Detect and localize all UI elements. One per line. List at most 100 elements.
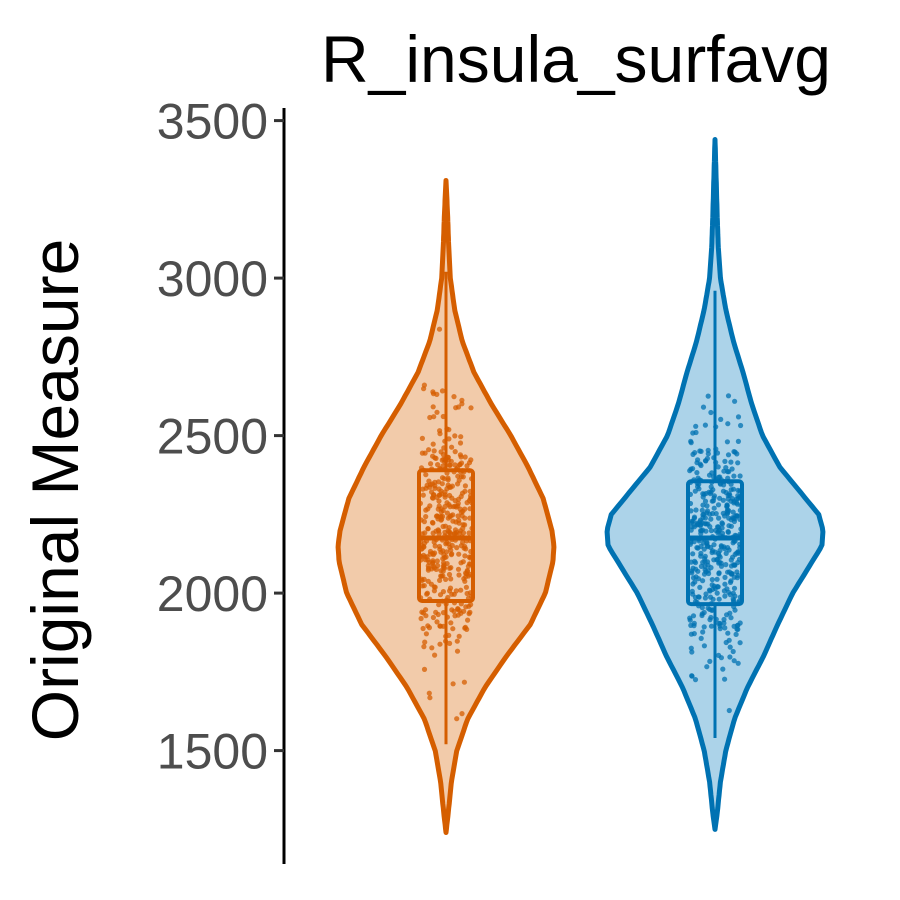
data-point — [695, 594, 702, 600]
data-point — [737, 516, 743, 523]
data-point — [467, 506, 473, 512]
data-point — [430, 441, 436, 447]
data-point — [451, 600, 458, 606]
data-point — [454, 648, 461, 654]
data-point — [450, 504, 456, 510]
data-point — [438, 517, 444, 523]
data-point — [732, 551, 738, 558]
data-point — [737, 594, 744, 600]
data-point — [432, 652, 438, 658]
data-point — [728, 481, 734, 487]
data-point — [448, 576, 454, 582]
data-point — [689, 588, 695, 595]
data-point — [429, 481, 435, 487]
data-point — [726, 523, 732, 529]
data-point — [737, 507, 743, 513]
y-axis-label: Original Measure — [18, 239, 92, 742]
data-point — [423, 631, 429, 637]
data-point — [726, 515, 732, 521]
data-point — [463, 604, 469, 610]
data-point — [433, 609, 439, 616]
data-point — [435, 514, 441, 520]
data-point — [442, 503, 448, 510]
data-point — [698, 477, 704, 483]
data-point — [455, 503, 461, 509]
data-point — [719, 530, 726, 537]
data-point — [435, 506, 441, 512]
data-point — [436, 486, 442, 492]
data-point — [696, 603, 702, 609]
data-point — [440, 413, 446, 420]
data-point — [715, 502, 722, 508]
data-point — [715, 584, 721, 590]
data-point — [694, 480, 700, 486]
data-point — [710, 487, 716, 493]
data-point — [700, 578, 706, 584]
data-point — [706, 587, 713, 593]
data-point — [427, 596, 433, 602]
data-point — [466, 497, 472, 504]
data-point — [732, 398, 738, 404]
data-point — [466, 611, 472, 617]
data-point — [704, 539, 710, 546]
data-point — [456, 551, 462, 557]
data-point — [734, 569, 740, 575]
data-point — [421, 576, 427, 583]
data-point — [458, 434, 464, 440]
data-point — [461, 679, 467, 685]
data-point — [700, 491, 706, 497]
data-point — [738, 422, 744, 429]
data-point — [708, 623, 715, 629]
data-point — [690, 466, 696, 472]
data-point — [455, 612, 461, 618]
data-point — [447, 585, 454, 591]
data-point — [725, 393, 732, 399]
data-point — [447, 492, 453, 499]
data-point — [446, 462, 452, 468]
data-point — [708, 516, 714, 522]
data-point — [709, 577, 715, 583]
data-point — [433, 455, 439, 461]
data-point — [462, 553, 468, 559]
data-point — [735, 495, 741, 501]
data-point — [448, 565, 454, 571]
data-point — [722, 625, 728, 631]
data-point — [442, 523, 449, 529]
data-point — [443, 597, 450, 603]
data-point — [422, 639, 428, 645]
y-tick-label-4: 3500 — [157, 94, 268, 150]
data-point — [728, 459, 734, 465]
data-point — [467, 488, 473, 494]
data-point — [442, 529, 448, 535]
data-point — [715, 464, 721, 470]
data-point — [460, 559, 466, 565]
data-point — [453, 466, 460, 472]
data-point — [468, 493, 474, 499]
data-point — [711, 505, 717, 511]
data-point — [464, 590, 470, 597]
data-point — [459, 401, 465, 407]
data-point — [702, 595, 709, 601]
data-point — [714, 450, 721, 456]
data-point — [423, 514, 429, 520]
data-point — [718, 543, 724, 549]
data-point — [468, 602, 474, 608]
data-point — [441, 445, 447, 451]
data-point — [443, 536, 450, 542]
data-point — [430, 530, 436, 536]
data-point — [421, 666, 428, 673]
data-point — [453, 405, 459, 411]
data-point — [442, 555, 448, 561]
data-point — [454, 638, 460, 644]
data-point — [731, 658, 737, 664]
data-point — [430, 404, 436, 410]
data-point — [692, 599, 699, 605]
data-point — [447, 531, 454, 537]
data-point — [462, 454, 468, 460]
data-point — [429, 466, 435, 472]
data-point — [713, 616, 719, 623]
data-point — [424, 538, 430, 544]
jitter-points — [417, 326, 744, 722]
data-point — [735, 487, 741, 493]
data-point — [466, 468, 472, 474]
